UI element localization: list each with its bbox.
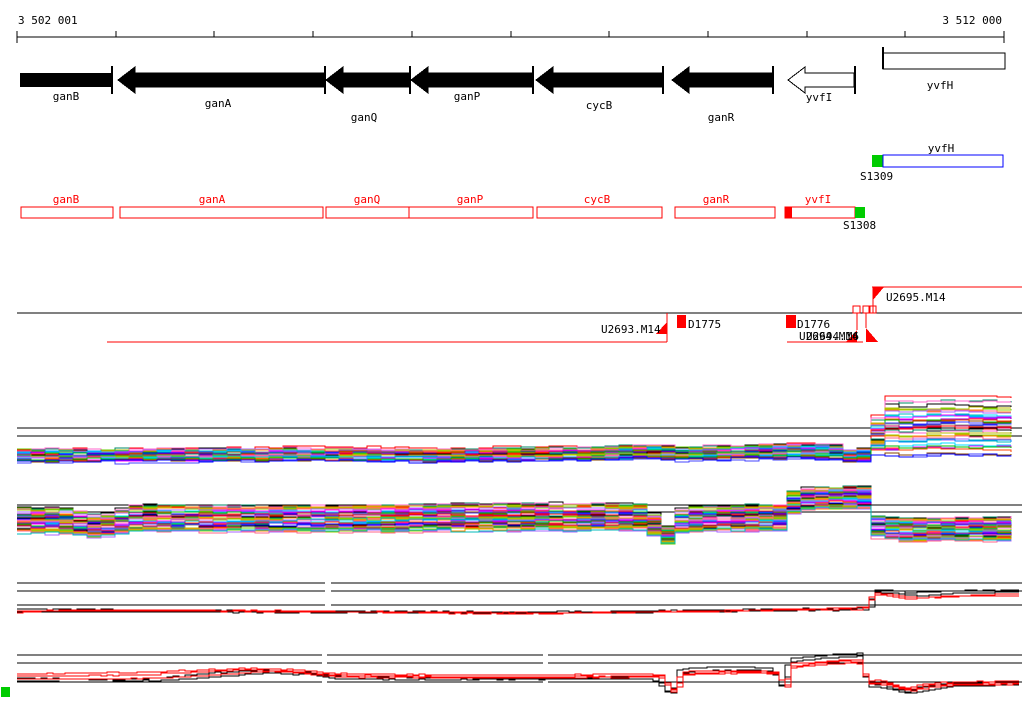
shift-label-U2694.M14[interactable]: U2694.M14	[799, 330, 859, 343]
expression-curve	[17, 409, 1011, 455]
tu-gene-label-ganA[interactable]: ganA	[199, 193, 226, 206]
shift-label-U2695.M14[interactable]: U2695.M14	[886, 291, 946, 304]
gene-glyph-ganQ[interactable]	[325, 65, 410, 95]
expression-curve	[17, 407, 1011, 455]
tu-box-cycB[interactable]	[536, 206, 663, 219]
tu-gene-label-yvfH[interactable]: yvfH	[928, 142, 955, 155]
expression-curve	[17, 506, 1012, 542]
shift-anchor-square	[862, 305, 871, 314]
tu-box-ganQ[interactable]	[325, 206, 410, 219]
expression-curve	[17, 662, 1019, 693]
shift-flag-U2694.M14[interactable]	[846, 330, 857, 342]
tu-gene-label-yvfI[interactable]: yvfI	[805, 193, 832, 206]
expression-curve	[17, 659, 1019, 690]
shift-label-U2694.M6[interactable]: U2694.M6	[806, 330, 859, 343]
gene-label-ganB[interactable]: ganB	[53, 90, 80, 103]
expression-curve	[17, 395, 1012, 451]
shift-flag-U2695.M14[interactable]	[873, 287, 884, 300]
tu-box-S1309[interactable]	[882, 154, 1004, 168]
tu-id-label-S1309[interactable]: S1309	[860, 170, 893, 183]
expression-curve	[17, 400, 1011, 453]
gene-glyph-ganR[interactable]	[671, 65, 773, 95]
expression-curve	[17, 399, 1012, 452]
expression-panel-1	[17, 395, 1022, 465]
tu-box-yvfI[interactable]	[784, 206, 856, 219]
gene-label-ganP[interactable]: ganP	[454, 90, 481, 103]
expression-panel-3	[17, 582, 1022, 615]
gene-label-yvfI[interactable]: yvfI	[806, 91, 833, 104]
tu-box-ganR[interactable]	[674, 206, 776, 219]
gene-glyph-ganB[interactable]	[20, 73, 111, 87]
gene-glyph-ganA[interactable]	[117, 65, 325, 95]
shift-flag-D1775[interactable]	[677, 315, 686, 328]
transcription-unit-tracks: yvfH S1309 ganB ganA ganQ ganP cycB ganR yvfI S13…	[20, 142, 1004, 232]
ruler-start-coordinate: 3 502 001	[18, 14, 78, 27]
tu-id-label-S1308[interactable]: S1308	[843, 219, 876, 232]
tu-gene-label-ganQ[interactable]: ganQ	[354, 193, 381, 206]
ruler-track	[16, 31, 1005, 43]
tu-box-ganP[interactable]	[408, 206, 534, 219]
gene-label-yvfH[interactable]: yvfH	[927, 79, 954, 92]
expression-curve	[17, 505, 1011, 544]
expression-panels	[1, 395, 1022, 697]
shift-label-D1776[interactable]: D1776	[797, 318, 830, 331]
ruler-end-coordinate: 3 512 000	[942, 14, 1002, 27]
expression-panel-2	[17, 485, 1022, 545]
tu-gene-label-ganP[interactable]: ganP	[457, 193, 484, 206]
shift-flag-D1776[interactable]	[786, 315, 796, 328]
gene-track: ganB ganA ganQ ganP cycB ganR yvfI yvfH	[20, 47, 1006, 124]
expression-curve	[17, 409, 1011, 454]
tu-gene-label-ganB[interactable]: ganB	[53, 193, 80, 206]
shift-flag-U2693.M14[interactable]	[656, 322, 667, 334]
shift-label-U2693.M14[interactable]: U2693.M14	[601, 323, 661, 336]
expression-curve	[17, 660, 1019, 691]
tu-gene-label-cycB[interactable]: cycB	[584, 193, 611, 206]
panel-green-marker	[1, 687, 10, 697]
expression-curve	[17, 594, 1019, 615]
gene-label-ganA[interactable]: ganA	[205, 97, 232, 110]
expression-curve	[17, 655, 1019, 694]
expression-curve	[17, 494, 1012, 534]
tu-promoter-S1308	[785, 207, 792, 218]
tu-box-ganA[interactable]	[119, 206, 324, 219]
gene-label-ganR[interactable]: ganR	[708, 111, 735, 124]
gene-glyph-yvfI[interactable]	[787, 65, 855, 95]
shift-flag-U2694.M6[interactable]	[866, 328, 878, 342]
tu-terminator-S1308	[855, 207, 865, 218]
expression-panel-4	[1, 652, 1022, 697]
expression-curve	[17, 408, 1012, 455]
gene-label-ganQ[interactable]: ganQ	[351, 111, 378, 124]
shift-anchor-square	[852, 305, 861, 314]
expression-curve	[17, 453, 1011, 464]
gene-glyph-yvfH[interactable]	[882, 52, 1006, 70]
shift-anchor-square	[868, 305, 877, 314]
shift-label-D1775[interactable]: D1775	[688, 318, 721, 331]
tu-box-ganB[interactable]	[20, 206, 114, 219]
gene-label-cycB[interactable]: cycB	[586, 99, 613, 112]
tu-terminator-S1309	[872, 155, 883, 167]
tu-gene-label-ganR[interactable]: ganR	[703, 193, 730, 206]
gene-glyph-cycB[interactable]	[535, 65, 663, 95]
expression-curve	[17, 409, 1011, 455]
